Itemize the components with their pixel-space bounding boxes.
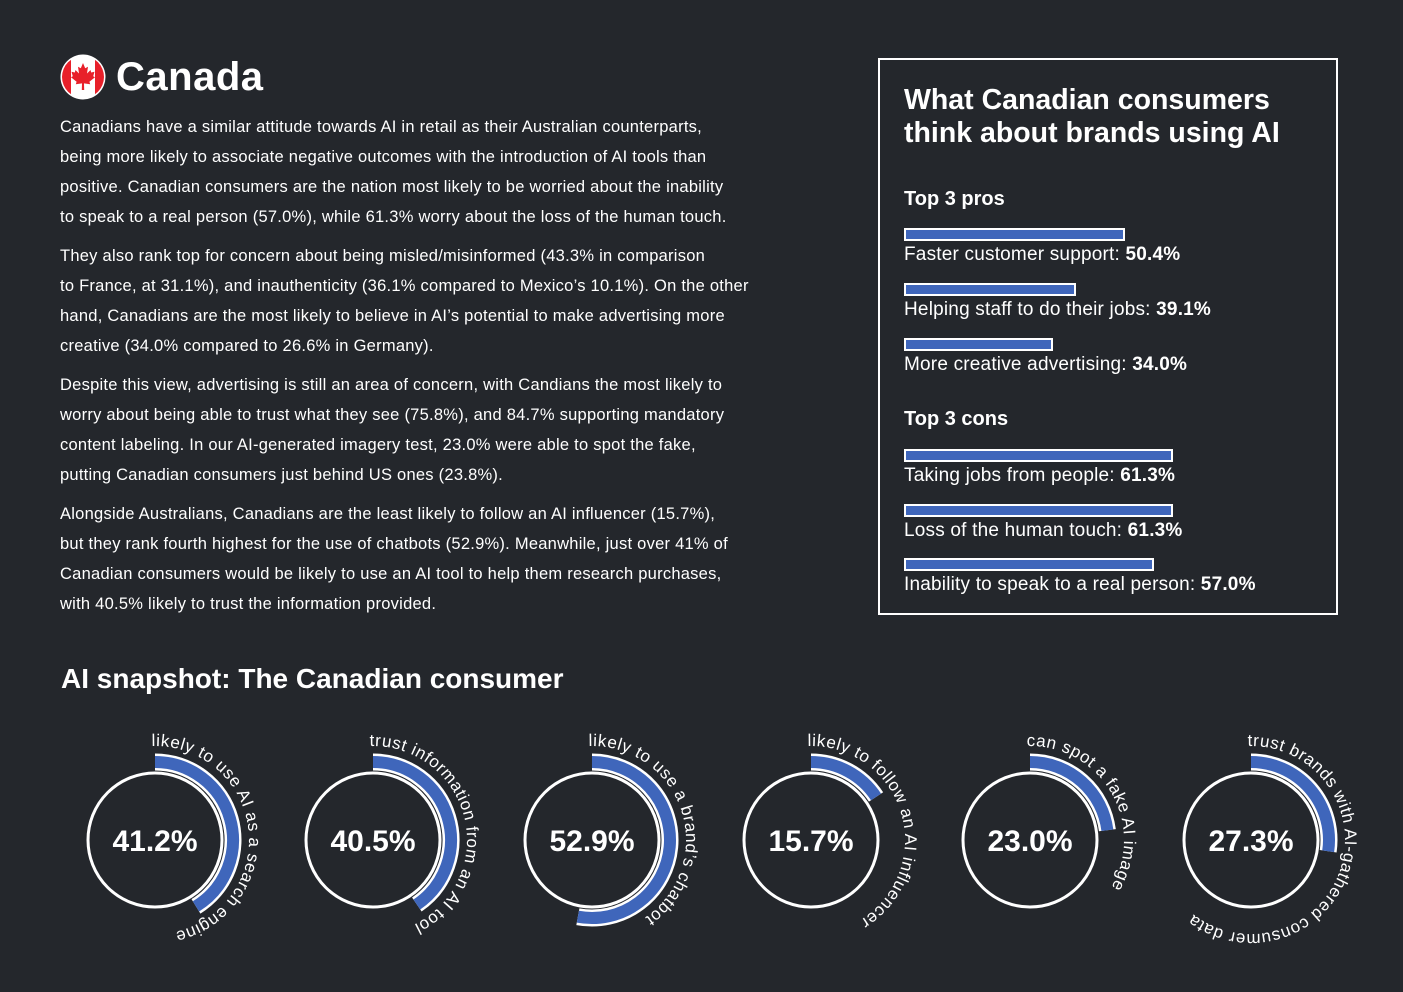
- cons-value: 57.0%: [1200, 574, 1256, 595]
- snapshot-arc: [154, 756, 239, 912]
- page-title: Canada: [116, 54, 264, 99]
- snapshot-arc: [810, 756, 882, 801]
- cons-value: 61.3%: [1120, 465, 1176, 486]
- canada-flag-icon: [60, 54, 106, 100]
- body-line: Despite this view, advertising is still …: [60, 376, 723, 394]
- snapshot-item: 27.3%trust brands with AI-gathered consu…: [1182, 731, 1360, 949]
- cons-label-text: Inability to speak to a real person:: [904, 574, 1196, 595]
- body-text: Canadians have a similar attitude toward…: [60, 112, 800, 628]
- cons-label: Taking jobs from people: 61.3%: [904, 465, 1324, 487]
- body-line: hand, Canadians are the most likely to b…: [60, 307, 725, 325]
- pros-label-text: Helping staff to do their jobs:: [904, 299, 1151, 320]
- body-line: to France, at 31.1%), and inauthenticity…: [60, 277, 749, 295]
- body-line: putting Canadian consumers just behind U…: [60, 466, 503, 484]
- snapshot-item: 40.5%trust information from an AI tool: [304, 731, 482, 938]
- body-line: Canadians have a similar attitude toward…: [60, 118, 702, 136]
- pros-label-text: Faster customer support:: [904, 244, 1120, 265]
- snapshot-arc: [372, 756, 457, 910]
- cons-label-text: Loss of the human touch:: [904, 520, 1123, 541]
- body-line: being more likely to associate negative …: [60, 148, 707, 166]
- cons-item: Inability to speak to a real person: 57.…: [904, 558, 1324, 596]
- body-line: Canadian consumers would be likely to us…: [60, 565, 722, 583]
- snapshot-arc: [576, 756, 676, 924]
- body-line: creative (34.0% compared to 26.6% in Ger…: [60, 337, 434, 355]
- pros-label: Helping staff to do their jobs: 39.1%: [904, 299, 1324, 321]
- snapshot-ring: [523, 771, 661, 909]
- pros-item: Helping staff to do their jobs: 39.1%: [904, 283, 1324, 321]
- pros-label-text: More creative advertising:: [904, 354, 1127, 375]
- snapshot-title: AI snapshot: The Canadian consumer: [61, 663, 564, 694]
- snapshot-arc: [1250, 756, 1335, 853]
- snapshot-value: 27.3%: [1208, 825, 1293, 858]
- body-paragraph: Alongside Australians, Canadians are the…: [60, 499, 800, 619]
- pros-bar: [904, 338, 1053, 351]
- body-line: but they rank fourth highest for the use…: [60, 535, 728, 553]
- pros-value: 34.0%: [1132, 354, 1188, 375]
- body-line: positive. Canadian consumers are the nat…: [60, 178, 724, 196]
- cons-heading: Top 3 cons: [904, 408, 1009, 430]
- body-paragraph: Canadians have a similar attitude toward…: [60, 112, 800, 232]
- cons-item: Taking jobs from people: 61.3%: [904, 449, 1324, 487]
- cons-label: Loss of the human touch: 61.3%: [904, 520, 1324, 542]
- cons-label-text: Taking jobs from people:: [904, 465, 1115, 486]
- body-line: worry about being able to trust what the…: [60, 406, 725, 424]
- pros-label: More creative advertising: 34.0%: [904, 354, 1324, 376]
- body-paragraph: Despite this view, advertising is still …: [60, 370, 800, 490]
- snapshot-value: 40.5%: [330, 825, 415, 858]
- pros-value: 39.1%: [1156, 299, 1212, 320]
- pros-item: Faster customer support: 50.4%: [904, 228, 1324, 266]
- snapshot-item: 15.7%likely to follow an AI influencer: [742, 731, 919, 933]
- snapshot-value: 41.2%: [112, 825, 197, 858]
- snapshot-value: 23.0%: [987, 825, 1072, 858]
- pros-value: 50.4%: [1125, 244, 1181, 265]
- pros-item: More creative advertising: 34.0%: [904, 338, 1324, 376]
- snapshot-value: 15.7%: [768, 825, 853, 858]
- snapshot-item: 52.9%likely to use a brand’s chatbot: [523, 731, 700, 930]
- snapshot-ring: [86, 771, 224, 909]
- body-line: content labeling. In our AI-generated im…: [60, 436, 696, 454]
- snapshot-ring: [1182, 771, 1320, 909]
- cons-bar: [904, 558, 1154, 571]
- cons-item: Loss of the human touch: 61.3%: [904, 504, 1324, 542]
- snapshot-item: 41.2%likely to use AI as a search engine: [86, 731, 263, 947]
- cons-bar: [904, 449, 1173, 462]
- body-line: with 40.5% likely to trust the informati…: [60, 595, 437, 613]
- page-header: Canada: [60, 54, 264, 100]
- cons-label: Inability to speak to a real person: 57.…: [904, 574, 1324, 596]
- pros-bar: [904, 228, 1125, 241]
- body-line: They also rank top for concern about bei…: [60, 247, 706, 265]
- snapshot-ring: [742, 771, 880, 909]
- cons-bar: [904, 504, 1173, 517]
- snapshot-item: 23.0%can spot a fake AI image: [961, 731, 1138, 909]
- pros-label: Faster customer support: 50.4%: [904, 244, 1324, 266]
- pros-cons-panel: What Canadian consumers think about bran…: [878, 58, 1338, 615]
- snapshot-arc: [1029, 756, 1114, 832]
- snapshot-ring: [304, 771, 442, 909]
- cons-value: 61.3%: [1127, 520, 1183, 541]
- pros-bar: [904, 283, 1076, 296]
- body-paragraph: They also rank top for concern about bei…: [60, 241, 800, 361]
- pros-heading: Top 3 pros: [904, 188, 1005, 210]
- body-line: to speak to a real person (57.0%), while…: [60, 208, 727, 226]
- panel-title: What Canadian consumers think about bran…: [904, 84, 1280, 149]
- snapshot-value: 52.9%: [549, 825, 634, 858]
- snapshot-ring: [961, 771, 1099, 909]
- body-line: Alongside Australians, Canadians are the…: [60, 505, 716, 523]
